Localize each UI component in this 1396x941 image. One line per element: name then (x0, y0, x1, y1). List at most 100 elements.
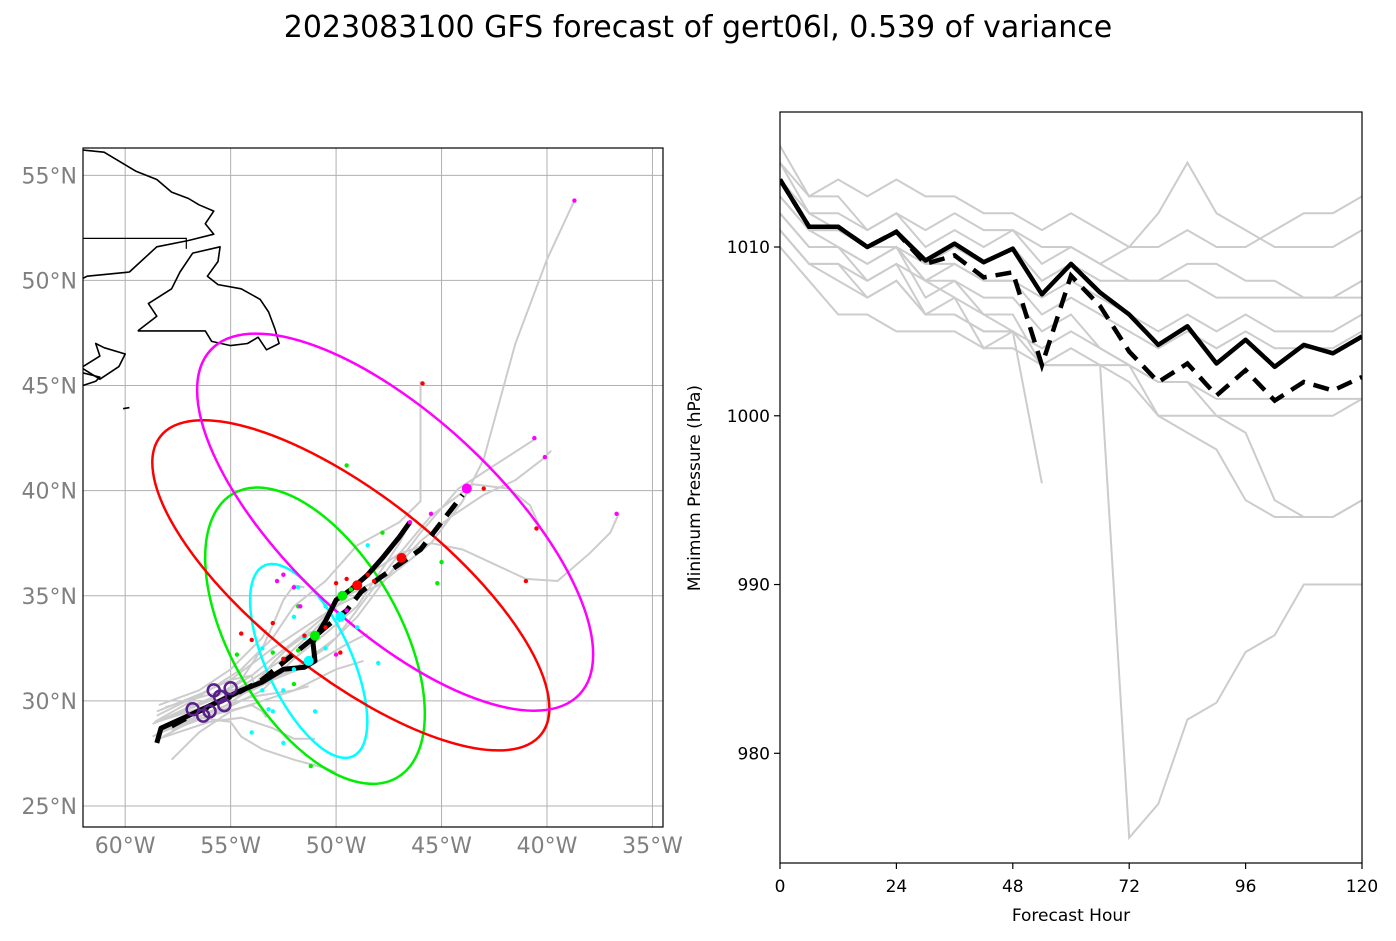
lon-tick-label: 40°W (517, 834, 578, 859)
ensemble-track (164, 704, 268, 732)
ensemble-track (158, 716, 315, 740)
position-96h (291, 585, 297, 590)
x-axis-label: Forecast Hour (1012, 906, 1130, 926)
ensemble-track (158, 628, 268, 707)
coastline (122, 406, 130, 410)
position-72h (249, 637, 254, 643)
pressure-ensemble-line (780, 229, 1013, 333)
position-24h (266, 707, 271, 712)
initial-position (223, 681, 238, 696)
coastline (137, 246, 280, 351)
ensemble-track (175, 630, 312, 725)
x-tick-label: 96 (1235, 877, 1257, 897)
coastlines (83, 149, 280, 410)
position-96h (274, 578, 280, 584)
position-96h (298, 604, 303, 609)
chart-title: 2023083100 GFS forecast of gert06l, 0.53… (283, 10, 1113, 45)
mean-position-marker (335, 611, 346, 622)
map-frame (82, 147, 664, 828)
mean-position-marker (461, 483, 472, 494)
position-96h (614, 511, 619, 516)
y-axis-label: Minimum Pressure (hPa) (685, 385, 705, 591)
position-48h (348, 587, 354, 592)
position-72h (238, 631, 244, 636)
mean-position-marker (310, 630, 320, 641)
lat-tick-label: 55°N (22, 164, 77, 189)
position-24h (354, 625, 360, 630)
lat-tick-label: 35°N (22, 585, 77, 610)
initial-position (202, 704, 217, 719)
lon-tick-label: 60°W (95, 834, 156, 859)
position-48h (291, 681, 297, 687)
position-48h (234, 652, 240, 657)
lat-tick-label: 45°N (22, 375, 77, 400)
position-24h (365, 543, 370, 548)
pressure-ensemble-line (780, 195, 1043, 484)
y-tick-label: 1010 (727, 238, 770, 258)
lon-tick-label: 55°W (200, 834, 261, 859)
ensemble-tracks (152, 200, 620, 774)
x-tick-label: 120 (1346, 877, 1378, 897)
x-tick-label: 24 (886, 877, 908, 897)
ensemble-track (156, 437, 538, 723)
position-24h (281, 688, 286, 693)
lon-tick-label: 50°W (306, 834, 367, 859)
position-72h (365, 572, 370, 577)
position-24h (281, 740, 286, 746)
position-24h (260, 688, 265, 693)
position-24h (291, 667, 297, 672)
position-48h (380, 530, 385, 535)
coastline (83, 149, 215, 280)
mean-position-marker (396, 552, 407, 563)
position-24h (323, 604, 328, 609)
position-96h (344, 608, 349, 613)
position-96h (572, 198, 577, 203)
mean-track-dashed (170, 493, 465, 729)
forecast-positions (185, 198, 619, 769)
position-48h (308, 763, 313, 769)
pressure-frame (779, 111, 1363, 864)
position-48h (435, 580, 440, 586)
ensemble-track (154, 381, 422, 723)
position-96h (542, 454, 548, 460)
lat-tick-label: 30°N (22, 690, 77, 715)
map-tick-labels: 60°W 55°W 50°W 45°W 40°W 35°W 25°N 30°N 35°N 40°N… (22, 164, 684, 859)
uncertainty-ellipses (151, 332, 595, 786)
mean-position-marker (352, 580, 363, 591)
coastline (83, 372, 101, 387)
ellipse-48h (203, 486, 427, 786)
position-72h (338, 650, 343, 655)
y-tick-label: 990 (738, 576, 770, 596)
position-72h (281, 656, 286, 662)
position-48h (439, 559, 444, 565)
mean-position-marker (337, 590, 348, 601)
position-48h (295, 648, 301, 653)
position-96h (532, 435, 537, 441)
map-panel: 60°W 55°W 50°W 45°W 40°W 35°W 25°N 30°N 35°N 40°N… (22, 147, 684, 859)
lon-tick-label: 45°W (411, 834, 472, 859)
position-72h (481, 486, 486, 491)
lat-tick-label: 25°N (22, 795, 77, 820)
x-tick-label: 0 (775, 877, 786, 897)
x-tick-label: 72 (1118, 877, 1140, 897)
position-72h (333, 580, 339, 586)
position-24h (270, 709, 276, 714)
position-72h (344, 576, 349, 582)
position-24h (291, 614, 297, 619)
pressure-mean-dashed-line (780, 178, 1362, 404)
position-24h (376, 660, 381, 666)
mean-position-marker (303, 655, 314, 666)
pressure-ensemble-lines (780, 145, 1362, 841)
initial-position (185, 702, 200, 717)
position-72h (523, 578, 529, 584)
coastline (83, 342, 126, 381)
position-48h (344, 463, 349, 468)
position-24h (260, 646, 265, 651)
position-72h (534, 526, 539, 531)
lat-tick-label: 50°N (22, 269, 77, 294)
position-72h (323, 625, 328, 630)
pressure-ensemble-line (780, 246, 1362, 841)
lat-tick-label: 40°N (22, 480, 77, 505)
position-96h (407, 519, 413, 525)
